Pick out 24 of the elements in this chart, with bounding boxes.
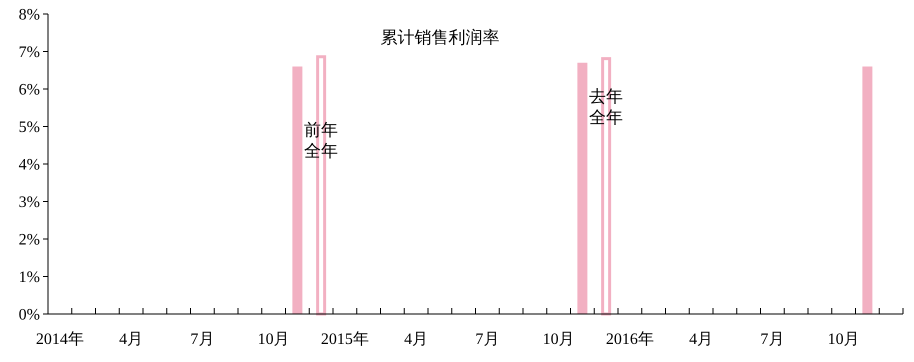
x-tick-label: 7月 <box>190 331 214 348</box>
x-tick-label: 2015年 <box>320 331 369 348</box>
data-label: 去年全年 <box>589 87 624 128</box>
y-tick-label: 8% <box>18 6 40 24</box>
x-tick-label: 10月 <box>542 331 575 348</box>
text: 累计销售利润率 <box>380 28 500 47</box>
y-tick-label: 3% <box>18 194 40 212</box>
x-tick-label: 2016年 <box>606 331 654 348</box>
y-tick-label: 1% <box>18 269 40 286</box>
x-tick-label: 2014年 <box>36 331 84 348</box>
y-tick-label: 2% <box>18 232 40 249</box>
x-tick-label: 7月 <box>475 331 500 348</box>
y-tick-label: 4% <box>18 156 40 174</box>
x-tick-label: 10月 <box>258 331 290 348</box>
x-tick-label: 4月 <box>689 331 714 348</box>
data-label: 前年全年 <box>304 120 338 160</box>
x-tick-label: 4月 <box>119 331 144 348</box>
y-tick-label: 0% <box>18 306 40 324</box>
y-tick-label: 5% <box>18 119 40 136</box>
y-tick-label: 7% <box>18 44 40 62</box>
x-tick-label: 10月 <box>828 331 860 348</box>
x-tick-label: 7月 <box>760 331 784 348</box>
y-tick-label: 6% <box>18 82 40 99</box>
x-tick-label: 4月 <box>404 331 428 348</box>
